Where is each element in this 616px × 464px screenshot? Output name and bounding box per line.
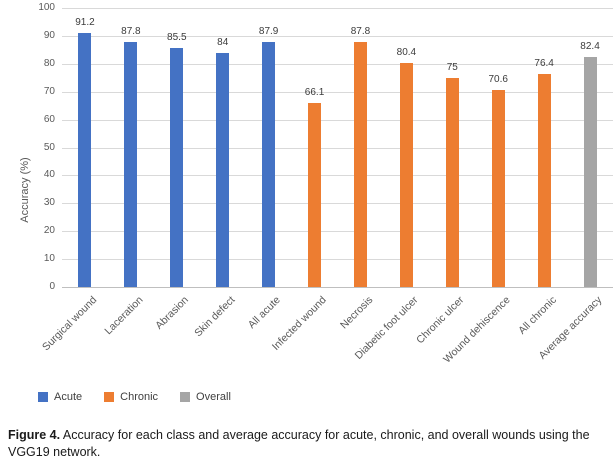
bar-value-label: 87.8 <box>121 26 141 38</box>
legend-item: Acute <box>38 391 82 403</box>
y-tick-label: 100 <box>38 2 55 13</box>
y-tick-label: 10 <box>43 253 55 265</box>
x-axis-label-text: Surgical wound <box>40 294 100 354</box>
caption-text: Accuracy for each class and average accu… <box>8 428 590 459</box>
y-tick-label: 20 <box>43 225 55 237</box>
bar <box>445 77 459 287</box>
bar-value-label: 76.4 <box>534 57 554 69</box>
gridline <box>62 175 613 177</box>
y-tick-label: 60 <box>43 113 55 125</box>
legend-swatch <box>104 392 115 402</box>
legend-item: Chronic <box>104 391 158 403</box>
gridline <box>62 147 613 149</box>
bar <box>216 52 230 287</box>
gridline <box>62 119 613 121</box>
legend-label: Overall <box>196 391 231 403</box>
gridline <box>62 8 613 9</box>
figure-caption: Figure 4. Accuracy for each class and av… <box>8 427 612 461</box>
gridline <box>62 259 613 261</box>
bar <box>170 48 184 287</box>
bar-value-label: 85.5 <box>167 32 187 44</box>
bar-value-label: 75 <box>446 61 458 73</box>
y-tick-label: 30 <box>43 197 55 209</box>
legend-label: Chronic <box>120 391 159 403</box>
x-axis-label-text: All acute <box>246 294 284 331</box>
y-tick-label: 70 <box>43 85 55 97</box>
x-axis-label-text: Laceration <box>102 294 146 338</box>
bar-value-label: 91.2 <box>75 16 95 28</box>
bar <box>78 32 92 287</box>
accuracy-bar-chart: Accuracy (%) 0 10 20 30 40 50 60 70 80 90 100 91.2 S… <box>19 2 613 366</box>
x-axis-label-text: Skin defect <box>191 294 238 340</box>
bar-value-label: 66.1 <box>304 86 325 98</box>
legend-item: Overall <box>180 391 231 403</box>
bar-value-label: 82.4 <box>580 41 600 53</box>
bar <box>308 102 322 287</box>
legend: Acute Chronic Overall <box>38 391 231 403</box>
gridline <box>62 91 613 93</box>
bar <box>583 57 597 287</box>
bar <box>353 42 367 287</box>
bar-value-label: 87.9 <box>258 25 279 37</box>
y-axis-title-text: Accuracy (%) <box>19 157 31 223</box>
x-axis-line <box>62 287 613 288</box>
legend-label: Acute <box>54 391 83 403</box>
gridline <box>62 203 613 205</box>
y-tick-label: 0 <box>49 281 55 292</box>
bar-value-label: 84 <box>217 36 229 48</box>
y-tick-label: 50 <box>43 141 55 153</box>
x-axis-label-text: All chronic <box>515 294 559 337</box>
y-tick-label: 40 <box>43 169 55 181</box>
bar <box>399 62 413 287</box>
bar <box>537 73 551 287</box>
gridline <box>62 35 613 37</box>
gridline <box>62 231 613 233</box>
bar-value-label: 80.4 <box>396 46 417 58</box>
bar-value-label: 87.8 <box>350 26 371 38</box>
y-tick-label: 80 <box>43 57 55 69</box>
caption-label: Figure 4. <box>8 428 61 442</box>
legend-swatch <box>180 392 191 402</box>
bar-value-label: 70.6 <box>488 74 508 86</box>
bar <box>124 42 138 287</box>
legend-swatch <box>38 392 48 402</box>
bar <box>262 41 276 287</box>
gridline <box>62 63 613 65</box>
y-tick-label: 90 <box>43 29 55 41</box>
x-axis-label-text: Necrosis <box>337 294 375 332</box>
x-axis-label-text: Abrasion <box>153 294 192 332</box>
bar <box>491 90 505 287</box>
